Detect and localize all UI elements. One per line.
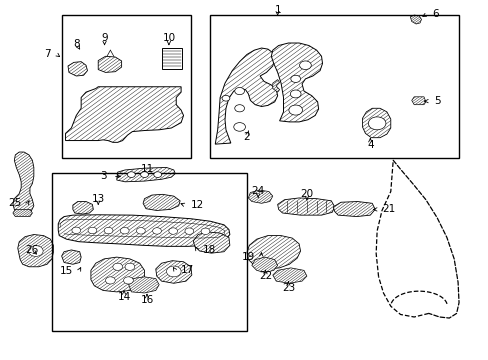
Polygon shape: [13, 152, 34, 214]
Circle shape: [120, 228, 129, 234]
Text: 2: 2: [243, 132, 250, 142]
Polygon shape: [68, 62, 87, 76]
Polygon shape: [272, 80, 279, 92]
Text: 13: 13: [91, 194, 104, 204]
Text: 18: 18: [203, 245, 216, 255]
Polygon shape: [143, 194, 180, 211]
Polygon shape: [246, 235, 300, 269]
Polygon shape: [98, 56, 122, 72]
Text: 4: 4: [366, 140, 373, 150]
Circle shape: [104, 228, 113, 234]
Circle shape: [127, 172, 135, 177]
Circle shape: [113, 263, 122, 270]
Bar: [61, 15, 190, 158]
Bar: [210, 15, 458, 158]
Polygon shape: [193, 232, 229, 253]
Polygon shape: [13, 210, 32, 217]
Circle shape: [184, 228, 193, 234]
Text: 1: 1: [274, 5, 281, 15]
Text: 8: 8: [73, 39, 80, 49]
Text: 3: 3: [100, 171, 107, 181]
Circle shape: [288, 105, 302, 115]
Text: 26: 26: [25, 245, 38, 255]
Circle shape: [28, 246, 43, 256]
Circle shape: [201, 228, 209, 234]
Circle shape: [141, 172, 148, 177]
Circle shape: [290, 90, 301, 98]
Text: 22: 22: [258, 271, 271, 281]
Bar: [161, 48, 182, 69]
Text: 25: 25: [8, 198, 21, 208]
Circle shape: [299, 61, 311, 69]
Polygon shape: [215, 48, 277, 144]
Circle shape: [168, 228, 177, 234]
Circle shape: [88, 227, 97, 234]
Polygon shape: [156, 261, 191, 283]
Circle shape: [125, 263, 135, 270]
Polygon shape: [271, 43, 322, 122]
Text: 15: 15: [60, 266, 73, 276]
Polygon shape: [251, 257, 277, 273]
Text: 16: 16: [140, 295, 153, 305]
Circle shape: [152, 228, 161, 234]
Circle shape: [154, 172, 161, 177]
Text: 24: 24: [251, 186, 264, 197]
Text: 14: 14: [117, 292, 130, 302]
Circle shape: [136, 228, 145, 234]
Circle shape: [234, 87, 244, 95]
Polygon shape: [73, 202, 93, 214]
Text: 12: 12: [190, 200, 203, 210]
Polygon shape: [65, 87, 183, 142]
Polygon shape: [332, 202, 374, 217]
Circle shape: [166, 266, 181, 277]
Polygon shape: [277, 198, 334, 215]
Polygon shape: [248, 190, 272, 203]
Circle shape: [233, 123, 245, 131]
Polygon shape: [128, 277, 159, 293]
Text: 20: 20: [300, 189, 313, 199]
Polygon shape: [91, 257, 144, 292]
Polygon shape: [409, 15, 421, 24]
Text: 21: 21: [382, 204, 395, 215]
Text: 19: 19: [242, 252, 255, 262]
Text: 10: 10: [162, 33, 175, 43]
Text: 23: 23: [281, 283, 294, 293]
Circle shape: [105, 277, 115, 284]
Polygon shape: [18, 234, 53, 267]
Circle shape: [290, 75, 300, 82]
Text: 9: 9: [101, 33, 108, 43]
Circle shape: [72, 227, 81, 234]
Polygon shape: [411, 97, 425, 105]
Circle shape: [234, 105, 244, 112]
Circle shape: [367, 117, 385, 130]
Text: 11: 11: [140, 164, 153, 174]
Text: 6: 6: [432, 9, 438, 19]
Text: 7: 7: [44, 49, 51, 59]
Text: 5: 5: [433, 96, 439, 106]
Circle shape: [222, 95, 229, 101]
Polygon shape: [58, 215, 229, 246]
Bar: [52, 173, 246, 330]
Circle shape: [123, 277, 133, 284]
Polygon shape: [362, 108, 390, 138]
Polygon shape: [117, 167, 175, 182]
Text: 17: 17: [181, 265, 194, 275]
Polygon shape: [272, 268, 306, 283]
Polygon shape: [61, 250, 81, 264]
